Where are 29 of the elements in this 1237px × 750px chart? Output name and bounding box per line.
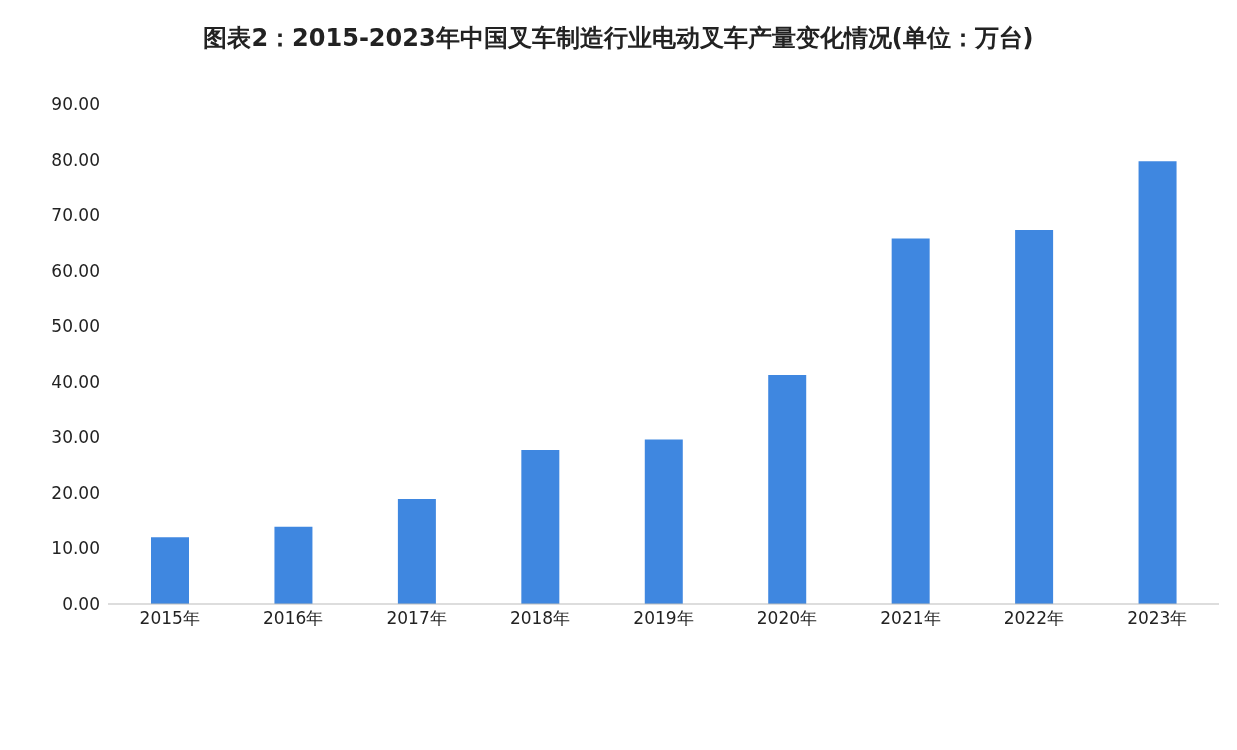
- x-tick-label: 2023年: [1127, 608, 1188, 629]
- y-tick-label: 40.00: [51, 371, 100, 392]
- bar: [274, 526, 313, 604]
- bar: [521, 450, 560, 604]
- x-tick-label: 2016年: [263, 608, 324, 629]
- y-tick-label: 60.00: [51, 260, 100, 281]
- y-tick-label: 50.00: [51, 316, 100, 337]
- x-tick-label: 2021年: [880, 608, 941, 629]
- y-tick-label: 0.00: [62, 594, 100, 615]
- x-tick-label: 2022年: [1003, 608, 1064, 629]
- bar: [891, 238, 930, 604]
- y-tick-label: 10.00: [51, 538, 100, 559]
- bar: [151, 537, 189, 604]
- bar: [1138, 161, 1177, 604]
- y-tick-label: 90.00: [51, 94, 100, 115]
- y-tick-label: 20.00: [51, 482, 100, 503]
- y-tick-label: 80.00: [51, 149, 100, 170]
- bar: [397, 499, 436, 604]
- x-tick-label: 2020年: [756, 608, 818, 629]
- bar: [768, 375, 807, 604]
- x-tick-label: 2017年: [386, 608, 447, 629]
- x-tick-label: 2018年: [509, 608, 571, 629]
- bar: [1015, 230, 1054, 604]
- y-tick-label: 30.00: [51, 427, 100, 448]
- x-tick-label: 2019年: [633, 608, 694, 629]
- y-tick-label: 70.00: [51, 205, 100, 226]
- bar: [644, 439, 683, 604]
- chart-title: 图表2：2015-2023年中国叉车制造行业电动叉车产量变化情况(单位：万台): [202, 23, 1035, 54]
- x-tick-label: 2015年: [139, 608, 200, 629]
